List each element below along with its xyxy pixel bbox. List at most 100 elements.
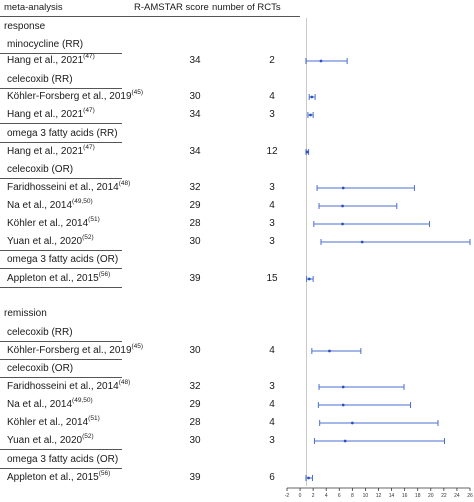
- ramstar-score: 30: [189, 435, 201, 446]
- point-estimate: [343, 439, 347, 443]
- point-estimate: [341, 385, 345, 389]
- study-reference: (48): [118, 179, 131, 187]
- x-tick-label: 20: [428, 493, 434, 499]
- group-label: omega 3 fatty acids (RR): [7, 128, 118, 139]
- point-estimate: [341, 204, 344, 208]
- point-estimate: [341, 186, 345, 190]
- header-number-of-rcts: number of RCTs: [212, 2, 281, 13]
- ramstar-score: 39: [189, 273, 201, 284]
- study-label: Hang et al., 2021(47): [7, 143, 95, 158]
- study-author: Köhler-Forsberg et al., 2019: [7, 91, 132, 102]
- rct-count: 15: [266, 273, 278, 284]
- x-tick-label: -2: [285, 493, 290, 499]
- study-reference: (49,50): [72, 396, 93, 404]
- study-author: Yuan et al., 2020: [7, 236, 83, 247]
- point-estimate: [305, 150, 309, 154]
- study-label: Na et al., 2014(49,50): [7, 396, 93, 411]
- row-separator: [0, 449, 122, 450]
- study-author: Hang et al., 2021: [7, 146, 84, 157]
- ramstar-score: 34: [189, 55, 201, 66]
- study-reference: (52): [82, 233, 94, 241]
- row-separator: [0, 359, 122, 360]
- ramstar-score: 30: [189, 345, 201, 356]
- ramstar-score: 30: [189, 91, 201, 102]
- study-label: Yuan et al., 2020(52): [7, 432, 94, 447]
- row-separator: [0, 250, 122, 251]
- point-estimate: [319, 59, 323, 63]
- rct-count: 4: [269, 345, 275, 356]
- study-label: Köhler et al., 2014(51): [7, 414, 100, 429]
- study-author: Na et al., 2014: [7, 399, 73, 410]
- study-reference: (49,50): [72, 197, 93, 205]
- rct-count: 12: [266, 146, 278, 157]
- x-tick-label: 6: [338, 493, 341, 499]
- x-tick-label: 24: [454, 493, 460, 499]
- study-reference: (52): [82, 432, 94, 440]
- row-separator: [0, 178, 122, 179]
- x-tick-label: 22: [441, 493, 447, 499]
- ramstar-score: 29: [189, 399, 201, 410]
- study-reference: (47): [83, 143, 95, 151]
- section-label: remission: [4, 308, 47, 319]
- row-separator: [0, 287, 122, 288]
- x-tick-label: 26: [467, 493, 473, 499]
- rct-count: 6: [269, 472, 275, 483]
- x-tick-label: 14: [389, 493, 395, 499]
- study-author: Köhler et al., 2014: [7, 218, 89, 229]
- x-tick-label: 0: [299, 493, 302, 499]
- study-reference: (51): [88, 215, 100, 223]
- row-separator: [0, 123, 122, 124]
- row-separator: [0, 377, 122, 378]
- rct-count: 2: [269, 55, 275, 66]
- group-label: celecoxib (RR): [7, 327, 73, 338]
- x-tick-label: 10: [363, 493, 369, 499]
- point-estimate: [309, 113, 312, 117]
- rct-count: 3: [269, 218, 275, 229]
- x-tick-label: 12: [376, 493, 382, 499]
- rct-count: 4: [269, 417, 275, 428]
- point-estimate: [310, 95, 314, 99]
- study-author: Faridhosseini et al., 2014: [7, 182, 119, 193]
- section-label: response: [4, 21, 46, 32]
- study-label: Köhler-Forsberg et al., 2019(45): [7, 342, 144, 357]
- ramstar-score: 29: [189, 200, 201, 211]
- point-estimate: [360, 240, 364, 244]
- rct-count: 4: [269, 91, 275, 102]
- study-label: Köhler-Forsberg et al., 2019(45): [7, 89, 143, 103]
- study-author: Hang et al., 2021: [7, 55, 84, 66]
- group-label: celecoxib (RR): [7, 74, 73, 85]
- row-separator: [0, 341, 122, 342]
- header-rule: [0, 16, 300, 17]
- point-estimate: [341, 403, 345, 407]
- x-tick-label: 18: [415, 493, 421, 499]
- ramstar-score: 28: [189, 417, 201, 428]
- ramstar-score: 32: [189, 381, 201, 392]
- study-label: Faridhosseini et al., 2014(48): [7, 378, 131, 393]
- point-estimate: [350, 421, 354, 425]
- study-reference: (51): [88, 414, 100, 422]
- study-reference: (45): [131, 342, 144, 350]
- group-label: omega 3 fatty acids (OR): [7, 254, 119, 265]
- x-tick-label: 2: [312, 493, 315, 499]
- header-meta-analysis: meta-analysis: [4, 2, 63, 13]
- study-label: Hang et al., 2021(47): [7, 53, 95, 67]
- x-tick-label: 8: [351, 493, 354, 499]
- rct-count: 3: [269, 109, 275, 120]
- study-author: Appleton et al., 2015: [7, 472, 99, 483]
- ramstar-score: 34: [189, 146, 201, 157]
- study-label: Yuan et al., 2020(52): [7, 233, 94, 248]
- study-reference: (47): [83, 106, 95, 114]
- study-label: Na et al., 2014(49,50): [7, 197, 93, 212]
- header-ramstar-score: R-AMSTAR score: [134, 2, 209, 13]
- point-estimate: [328, 349, 331, 353]
- study-author: Faridhosseini et al., 2014: [7, 381, 119, 392]
- ramstar-score: 32: [189, 182, 201, 193]
- rct-count: 3: [269, 381, 275, 392]
- group-label: omega 3 fatty acids (OR): [7, 454, 119, 465]
- rct-count: 4: [269, 399, 275, 410]
- point-estimate: [307, 277, 311, 281]
- study-reference: (48): [118, 378, 131, 386]
- ramstar-score: 39: [189, 472, 201, 483]
